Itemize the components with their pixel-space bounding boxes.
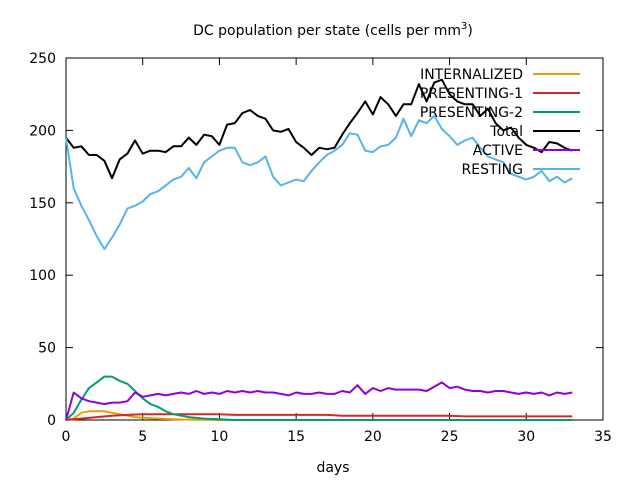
series-line-active [65, 381, 573, 421]
x-tick-label: 30 [517, 429, 535, 445]
y-tick-label: 200 [29, 123, 56, 139]
y-tick-label: 0 [47, 413, 56, 429]
x-axis-label: days [316, 460, 349, 476]
series-line-presenting-2 [65, 375, 573, 421]
x-tick-label: 10 [211, 429, 229, 445]
legend-label-resting: RESTING [462, 162, 523, 178]
y-tick-label: 100 [29, 268, 56, 284]
chart-title-superscript: 3 [461, 21, 467, 32]
axis-ticks: 0 5 10 15 20 25 30 35 0 50 100 150 200 250 [29, 51, 612, 445]
series-line-total [65, 78, 573, 180]
legend-label-active: ACTIVE [473, 143, 523, 159]
x-tick-label: 0 [62, 429, 71, 445]
series-line-presenting-1 [65, 413, 573, 421]
legend-label-internalized: INTERNALIZED [420, 67, 523, 83]
series-layer [65, 78, 573, 421]
x-tick-label: 20 [364, 429, 382, 445]
x-tick-label: 35 [594, 429, 612, 445]
x-tick-label: 25 [441, 429, 459, 445]
x-tick-label: 15 [287, 429, 305, 445]
legend-label-presenting-2: PRESENTING-2 [420, 105, 523, 121]
chart-title: DC population per state (cells per mm3) [193, 21, 473, 39]
y-tick-label: 250 [29, 51, 56, 67]
x-tick-label: 5 [138, 429, 147, 445]
series-line-resting [65, 114, 573, 251]
y-tick-label: 50 [38, 341, 56, 357]
legend-label-total: Total [489, 124, 523, 140]
chart-title-suffix: ) [467, 23, 472, 39]
y-tick-label: 150 [29, 196, 56, 212]
legend: INTERNALIZED PRESENTING-1 PRESENTING-2 Tota… [420, 67, 580, 178]
legend-label-presenting-1: PRESENTING-1 [420, 86, 523, 102]
